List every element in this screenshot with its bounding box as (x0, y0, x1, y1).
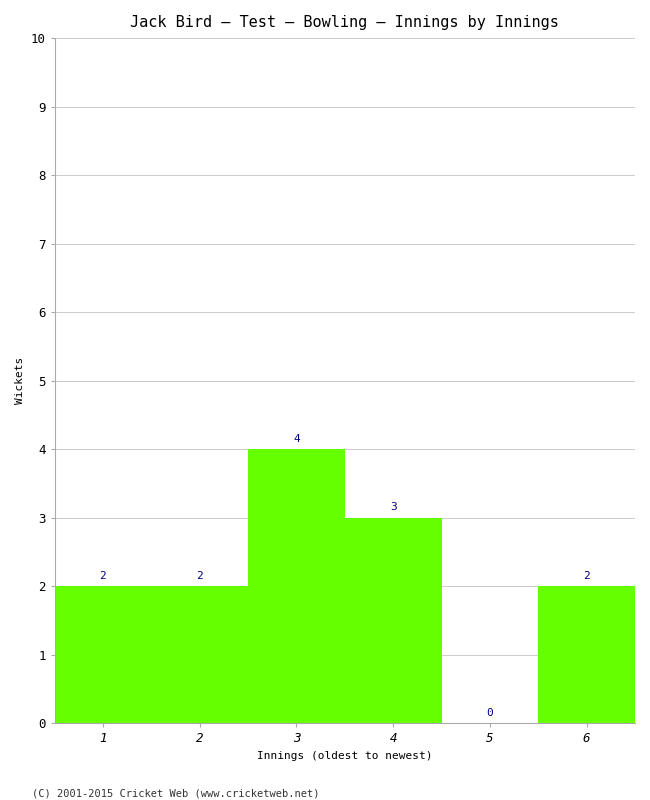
Text: 3: 3 (390, 502, 396, 512)
Title: Jack Bird – Test – Bowling – Innings by Innings: Jack Bird – Test – Bowling – Innings by … (131, 15, 559, 30)
Text: 2: 2 (583, 571, 590, 581)
Text: (C) 2001-2015 Cricket Web (www.cricketweb.net): (C) 2001-2015 Cricket Web (www.cricketwe… (32, 788, 320, 798)
X-axis label: Innings (oldest to newest): Innings (oldest to newest) (257, 751, 432, 761)
Bar (151, 586, 248, 723)
Bar (344, 518, 441, 723)
Text: 2: 2 (99, 571, 107, 581)
Bar (538, 586, 635, 723)
Bar (55, 586, 151, 723)
Bar (248, 450, 344, 723)
Text: 4: 4 (293, 434, 300, 444)
Y-axis label: Wickets: Wickets (15, 357, 25, 404)
Text: 0: 0 (486, 708, 493, 718)
Text: 2: 2 (196, 571, 203, 581)
